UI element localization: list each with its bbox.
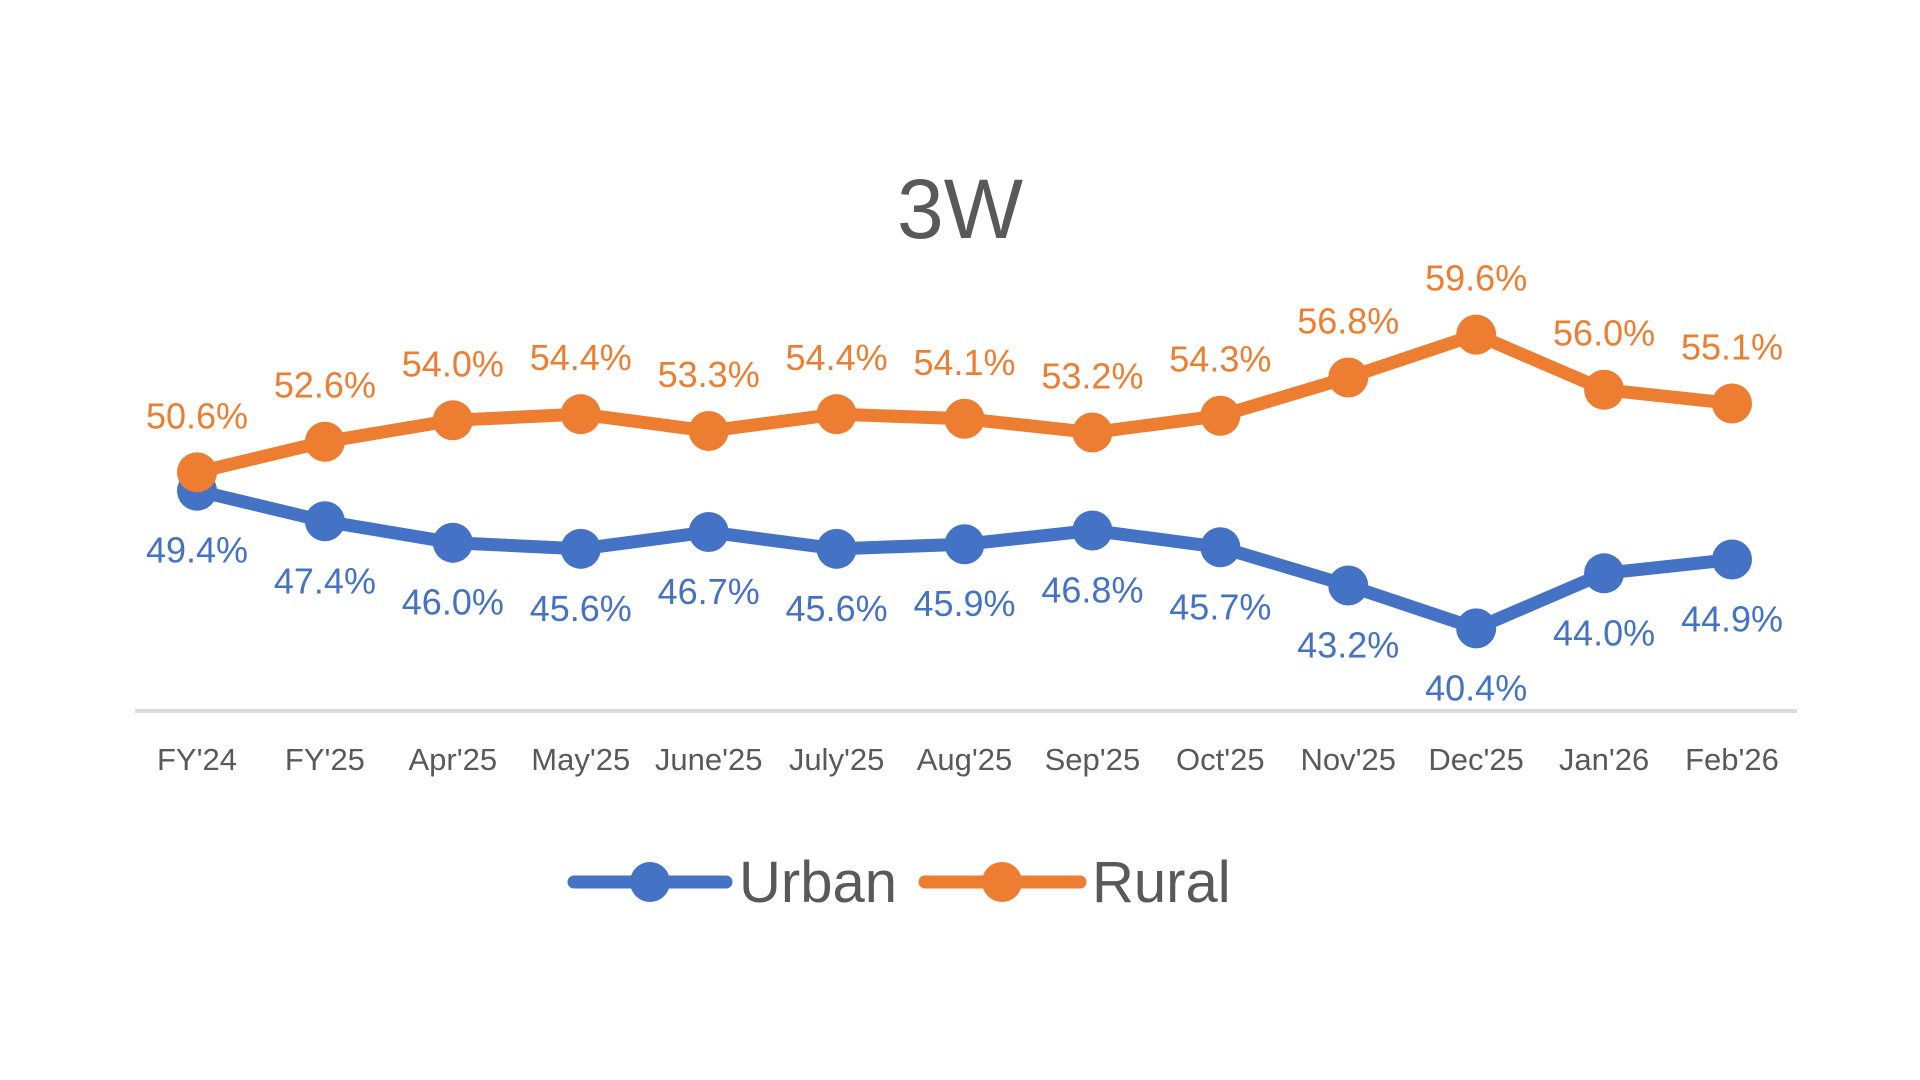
data-label: 55.1% xyxy=(1681,326,1783,367)
data-label: 54.3% xyxy=(1169,339,1271,380)
legend-label: Rural xyxy=(1092,850,1231,915)
data-label: 46.8% xyxy=(1041,569,1143,610)
data-point-marker xyxy=(304,501,345,542)
data-label: 54.4% xyxy=(786,337,888,378)
data-point-marker xyxy=(1328,357,1369,398)
data-label: 56.0% xyxy=(1553,313,1655,354)
data-point-marker xyxy=(1200,395,1241,436)
data-point-marker xyxy=(1072,412,1113,453)
x-tick-label: Dec'25 xyxy=(1428,742,1524,777)
data-label: 44.0% xyxy=(1553,612,1655,653)
data-point-marker xyxy=(816,528,857,569)
x-tick-label: May'25 xyxy=(531,742,630,777)
data-point-marker xyxy=(1456,608,1497,649)
data-point-marker xyxy=(1712,539,1752,580)
data-label: 45.6% xyxy=(530,588,632,629)
data-label: 45.6% xyxy=(786,588,888,629)
data-label: 40.4% xyxy=(1425,667,1527,708)
data-label: 59.6% xyxy=(1425,258,1527,299)
legend-marker-icon xyxy=(982,862,1022,902)
data-point-marker xyxy=(432,400,473,441)
data-point-marker xyxy=(560,528,601,569)
x-tick-label: Sep'25 xyxy=(1045,742,1141,777)
x-tick-label: Jan'26 xyxy=(1559,742,1649,777)
data-point-marker xyxy=(688,511,729,552)
data-point-marker xyxy=(944,398,985,439)
data-label: 53.3% xyxy=(658,354,760,395)
legend-marker-icon xyxy=(630,862,670,902)
data-point-marker xyxy=(1328,565,1369,606)
x-tick-label: Nov'25 xyxy=(1300,742,1396,777)
x-tick-label: FY'25 xyxy=(285,742,365,777)
data-label: 49.4% xyxy=(146,530,248,571)
data-point-marker xyxy=(1584,553,1625,594)
data-label: 45.9% xyxy=(913,583,1015,624)
x-axis-tick-labels: FY'24 FY'25 Apr'25 May'25 June'25 July'25 Aug'… xyxy=(157,742,1779,777)
data-label: 54.0% xyxy=(402,343,504,384)
legend-label: Urban xyxy=(739,850,897,915)
data-label: 43.2% xyxy=(1297,625,1399,666)
data-point-marker xyxy=(1200,527,1241,568)
legend-item-rural: Rural xyxy=(918,850,1231,915)
data-point-marker xyxy=(944,524,985,565)
x-tick-label: FY'24 xyxy=(157,742,237,777)
data-point-marker xyxy=(177,452,217,493)
chart-title: 3W xyxy=(897,162,1023,256)
data-label: 50.6% xyxy=(146,395,248,436)
x-tick-label: Apr'25 xyxy=(409,742,498,777)
data-point-marker xyxy=(304,421,345,462)
series-group: 49.4% 47.4% 46.0% 45.6% 46.7% 45.6% 45.9% 46.8%… xyxy=(146,258,1783,709)
data-point-marker xyxy=(688,411,729,452)
x-tick-label: Aug'25 xyxy=(917,742,1013,777)
legend: Urban Rural xyxy=(567,850,1231,915)
x-tick-label: June'25 xyxy=(655,742,763,777)
data-point-marker xyxy=(1072,510,1113,551)
data-label: 54.1% xyxy=(913,342,1015,383)
x-tick-label: Feb'26 xyxy=(1685,742,1779,777)
data-point-marker xyxy=(816,394,857,435)
data-label: 45.7% xyxy=(1169,586,1271,627)
data-label: 46.7% xyxy=(658,571,760,612)
data-label: 56.8% xyxy=(1297,300,1399,341)
data-point-marker xyxy=(1456,314,1497,355)
data-label: 44.9% xyxy=(1681,599,1783,640)
legend-item-urban: Urban xyxy=(567,850,897,915)
x-tick-label: Oct'25 xyxy=(1176,742,1265,777)
series-rural: 50.6% 52.6% 54.0% 54.4% 53.3% 54.4% 54.1% 53.2%… xyxy=(146,258,1783,493)
x-tick-label: July'25 xyxy=(789,742,885,777)
series-urban: 49.4% 47.4% 46.0% 45.6% 46.7% 45.6% 45.9% 46.8%… xyxy=(146,470,1783,708)
data-label: 52.6% xyxy=(274,365,376,406)
data-label: 54.4% xyxy=(530,337,632,378)
data-point-marker xyxy=(1584,369,1625,410)
data-label: 47.4% xyxy=(274,560,376,601)
data-label: 53.2% xyxy=(1041,356,1143,397)
data-point-marker xyxy=(560,394,601,435)
data-point-marker xyxy=(432,522,473,563)
data-label: 46.0% xyxy=(402,582,504,623)
data-point-marker xyxy=(1712,383,1752,424)
